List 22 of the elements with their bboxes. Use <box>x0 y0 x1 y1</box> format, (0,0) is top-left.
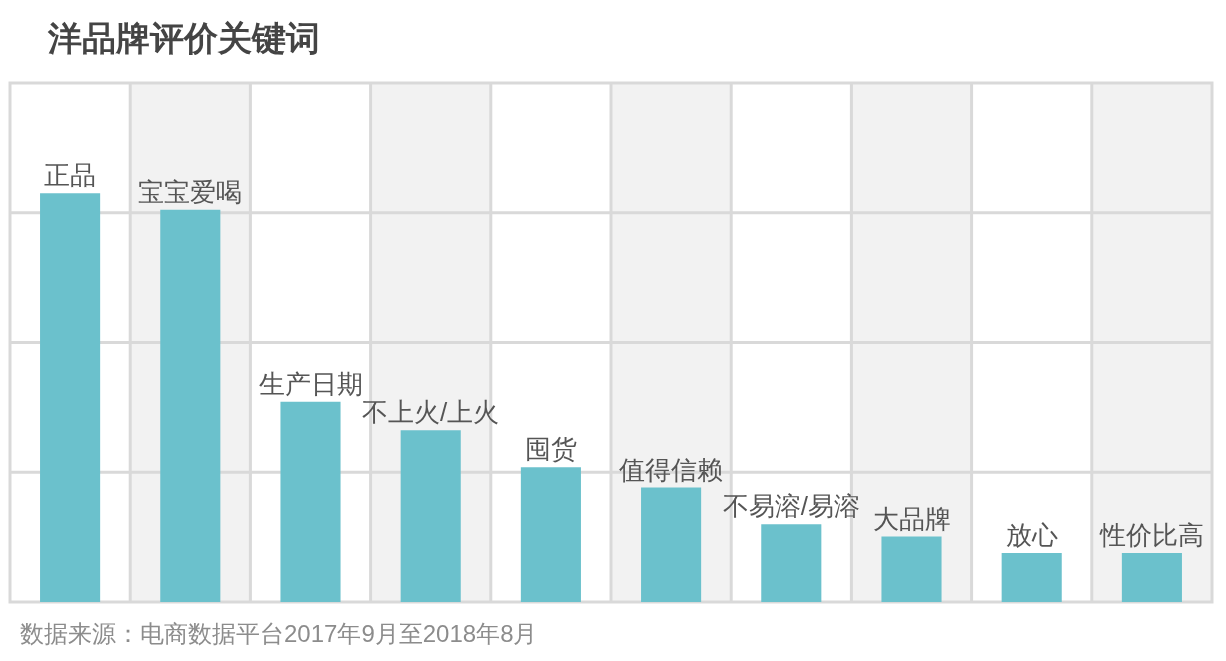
x-tick-label: 生产日期 <box>258 368 363 399</box>
x-tick-label: 宝宝爱喝 <box>138 176 243 207</box>
x-tick-label: 大品牌 <box>872 503 951 534</box>
bar <box>761 524 822 602</box>
bar <box>641 487 702 602</box>
bar <box>400 430 461 602</box>
x-tick-label: 不易溶/易溶 <box>722 491 860 522</box>
bar <box>881 536 942 602</box>
x-tick-label: 不上火/上火 <box>362 397 500 428</box>
x-tick-label: 囤货 <box>524 434 577 465</box>
bar <box>520 467 581 602</box>
x-tick-label: 放心 <box>1005 519 1058 550</box>
bar <box>1001 552 1062 602</box>
chart-title: 洋品牌评价关键词 <box>47 18 320 57</box>
x-tick-label: 正品 <box>44 160 97 191</box>
bar <box>40 193 101 602</box>
bar <box>160 209 221 602</box>
x-tick-label: 性价比高 <box>1099 519 1205 550</box>
bar <box>1121 552 1182 602</box>
x-tick-label: 值得信赖 <box>619 454 724 485</box>
bar <box>280 401 341 602</box>
source-note: 数据来源：电商数据平台2017年9月至2018年8月 <box>20 620 538 647</box>
